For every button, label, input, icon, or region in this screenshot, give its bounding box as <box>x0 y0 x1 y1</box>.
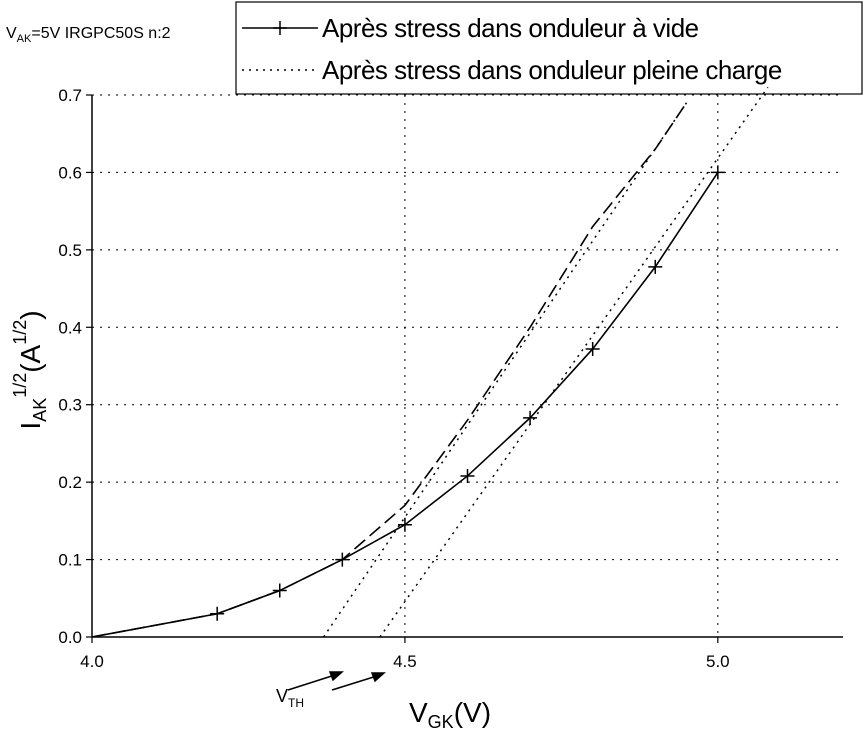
y-tick-label: 0.0 <box>58 628 82 647</box>
annotation-part: AK <box>17 33 32 45</box>
y-axis-label: IAK1/2(A1/2) <box>10 310 50 429</box>
y-label-part: 1/2 <box>10 320 30 345</box>
extrapolation-line <box>322 102 688 638</box>
legend-label: Après stress dans onduleur à vide <box>322 13 699 43</box>
x-label-part: V <box>409 697 428 728</box>
annotation: VAK=5V IRGPC50S n:2 <box>6 25 171 45</box>
series-line <box>91 102 688 638</box>
x-label-part: GK <box>428 712 454 730</box>
y-label-part: 1/2 <box>10 373 30 398</box>
arrow <box>331 674 381 691</box>
threshold-part: TH <box>288 696 304 710</box>
y-label-part: ) <box>15 310 46 319</box>
x-tick-label: 5.0 <box>706 652 730 671</box>
threshold-part: V <box>276 686 288 706</box>
marker <box>523 410 538 425</box>
y-tick-label: 0.2 <box>58 473 82 492</box>
legend-marker <box>273 21 287 35</box>
legend-box <box>235 1 863 95</box>
marker <box>460 468 475 483</box>
arrowhead <box>370 672 386 683</box>
y-label-part: I <box>15 422 46 430</box>
x-tick-label: 4.5 <box>393 652 417 671</box>
y-label-part: (A <box>15 344 46 372</box>
annotation-part: V <box>6 25 17 42</box>
legend-label: Après stress dans onduleur pleine charge <box>322 55 782 85</box>
y-tick-label: 0.4 <box>58 318 82 337</box>
y-label-part: AK <box>30 398 50 422</box>
y-tick-label: 0.3 <box>58 396 82 415</box>
arrowhead <box>328 671 344 682</box>
annotation-part: =5V IRGPC50S n:2 <box>31 25 170 42</box>
marker <box>272 583 287 598</box>
extrapolation-line <box>379 86 769 638</box>
marker <box>397 517 412 532</box>
x-tick-label: 4.0 <box>80 652 104 671</box>
threshold-label: VTH <box>276 686 304 710</box>
y-tick-label: 0.5 <box>58 241 82 260</box>
marker <box>585 341 600 356</box>
marker <box>648 259 663 274</box>
marker <box>710 165 725 180</box>
y-tick-label: 0.7 <box>58 86 82 105</box>
threshold-arrows <box>287 671 386 691</box>
y-tick-label: 0.6 <box>58 163 82 182</box>
x-axis-label: VGK(V) <box>409 697 491 730</box>
x-label-part: (V) <box>454 697 491 728</box>
arrow <box>287 673 339 691</box>
y-tick-label: 0.1 <box>58 551 82 570</box>
